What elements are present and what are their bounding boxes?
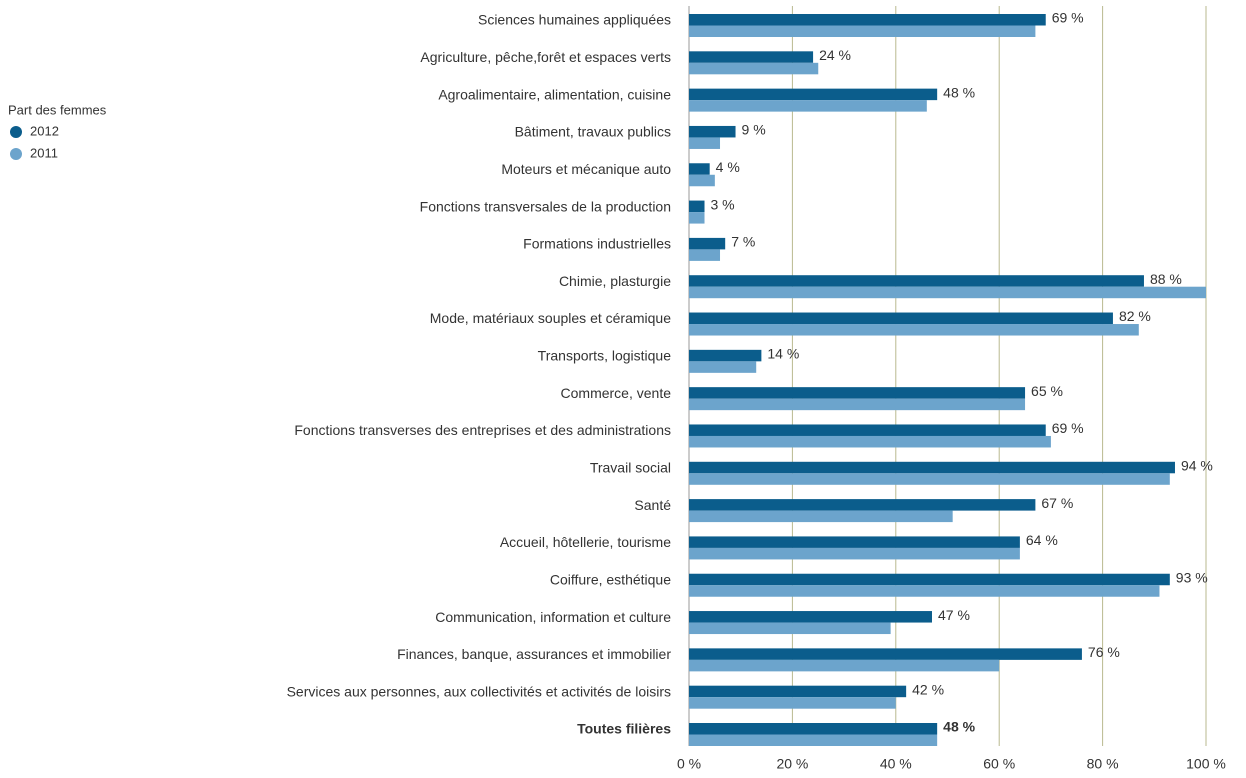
data-label: 65 % — [1031, 383, 1063, 399]
y-tick-label: Moteurs et mécanique auto — [501, 161, 671, 177]
y-tick-label: Coiffure, esthétique — [550, 571, 671, 587]
y-tick-label: Chimie, plasturgie — [559, 273, 671, 289]
x-tick-label: 100 % — [1186, 756, 1226, 772]
bar — [689, 697, 896, 709]
y-tick-label: Agroalimentaire, alimentation, cuisine — [438, 86, 671, 102]
bar — [689, 25, 1036, 37]
data-label: 93 % — [1176, 569, 1208, 585]
bar — [689, 424, 1046, 436]
y-tick-label: Communication, information et culture — [435, 609, 671, 625]
data-label: 47 % — [938, 607, 970, 623]
bar — [689, 547, 1020, 560]
bar — [689, 573, 1170, 586]
x-tick-label: 20 % — [776, 756, 808, 772]
bar — [689, 723, 938, 735]
bar — [689, 622, 891, 635]
data-label: 3 % — [711, 196, 735, 212]
data-label: 48 % — [943, 719, 975, 735]
bar — [689, 137, 721, 149]
y-tick-label: Sciences humaines appliquées — [478, 12, 671, 28]
y-tick-label: Finances, banque, assurances et immobili… — [397, 646, 671, 662]
bar — [689, 461, 1175, 474]
bar — [689, 125, 736, 138]
y-tick-label: Toutes filières — [577, 721, 671, 737]
bar — [689, 499, 1036, 511]
data-label: 94 % — [1181, 457, 1213, 473]
data-label: 69 % — [1052, 420, 1084, 436]
bar — [689, 275, 1144, 287]
bar — [689, 685, 907, 698]
bar — [689, 62, 819, 75]
x-tick-label: 60 % — [983, 756, 1015, 772]
legend-marker — [10, 148, 22, 160]
bar — [689, 435, 1051, 448]
bar — [689, 100, 927, 112]
data-label: 14 % — [767, 346, 799, 362]
bar — [689, 312, 1113, 325]
y-tick-label: Fonctions transverses des entreprises et… — [294, 422, 671, 438]
y-tick-label: Services aux personnes, aux collectivité… — [287, 683, 671, 699]
data-label: 4 % — [716, 159, 740, 175]
bar — [689, 88, 938, 101]
bar — [689, 286, 1206, 299]
y-tick-label: Santé — [634, 497, 671, 513]
data-label: 76 % — [1088, 644, 1120, 660]
bar — [689, 163, 710, 175]
bar — [689, 659, 1000, 672]
bar — [689, 249, 721, 261]
y-tick-label: Transports, logistique — [538, 348, 672, 364]
bar — [689, 387, 1026, 399]
data-label: 7 % — [731, 234, 755, 250]
bar — [689, 200, 705, 213]
bar — [689, 174, 715, 187]
legend-marker — [10, 126, 22, 138]
legend-label: 2012 — [30, 123, 59, 138]
x-tick-label: 0 % — [677, 756, 701, 772]
bar — [689, 361, 757, 373]
bar — [689, 611, 932, 623]
bar — [689, 734, 938, 746]
data-label: 88 % — [1150, 271, 1182, 287]
bar — [689, 648, 1082, 660]
legend-label: 2011 — [30, 145, 58, 160]
y-tick-label: Travail social — [590, 459, 671, 475]
bar — [689, 585, 1160, 597]
y-tick-label: Accueil, hôtellerie, tourisme — [500, 534, 671, 550]
bar — [689, 349, 762, 362]
bar — [689, 237, 726, 250]
data-label: 82 % — [1119, 308, 1151, 324]
x-tick-label: 80 % — [1087, 756, 1119, 772]
data-label: 64 % — [1026, 532, 1058, 548]
x-tick-label: 40 % — [880, 756, 912, 772]
data-label: 69 % — [1052, 10, 1084, 26]
bar — [689, 324, 1139, 336]
bar — [689, 473, 1170, 485]
data-label: 48 % — [943, 84, 975, 100]
legend-title: Part des femmes — [8, 102, 107, 117]
data-label: 24 % — [819, 47, 851, 63]
bar — [689, 510, 953, 523]
y-tick-label: Commerce, vente — [561, 385, 672, 401]
y-tick-label: Fonctions transversales de la production — [420, 198, 671, 214]
y-tick-label: Mode, matériaux souples et céramique — [430, 310, 671, 326]
bar — [689, 212, 705, 224]
data-label: 67 % — [1041, 495, 1073, 511]
bar — [689, 536, 1020, 548]
bar — [689, 398, 1026, 411]
data-label: 9 % — [742, 122, 766, 138]
y-tick-label: Bâtiment, travaux publics — [515, 124, 671, 140]
bar — [689, 51, 814, 63]
data-label: 42 % — [912, 681, 944, 697]
y-tick-label: Formations industrielles — [523, 236, 671, 252]
bar — [689, 14, 1046, 26]
y-tick-label: Agriculture, pêche,forêt et espaces vert… — [420, 49, 671, 65]
